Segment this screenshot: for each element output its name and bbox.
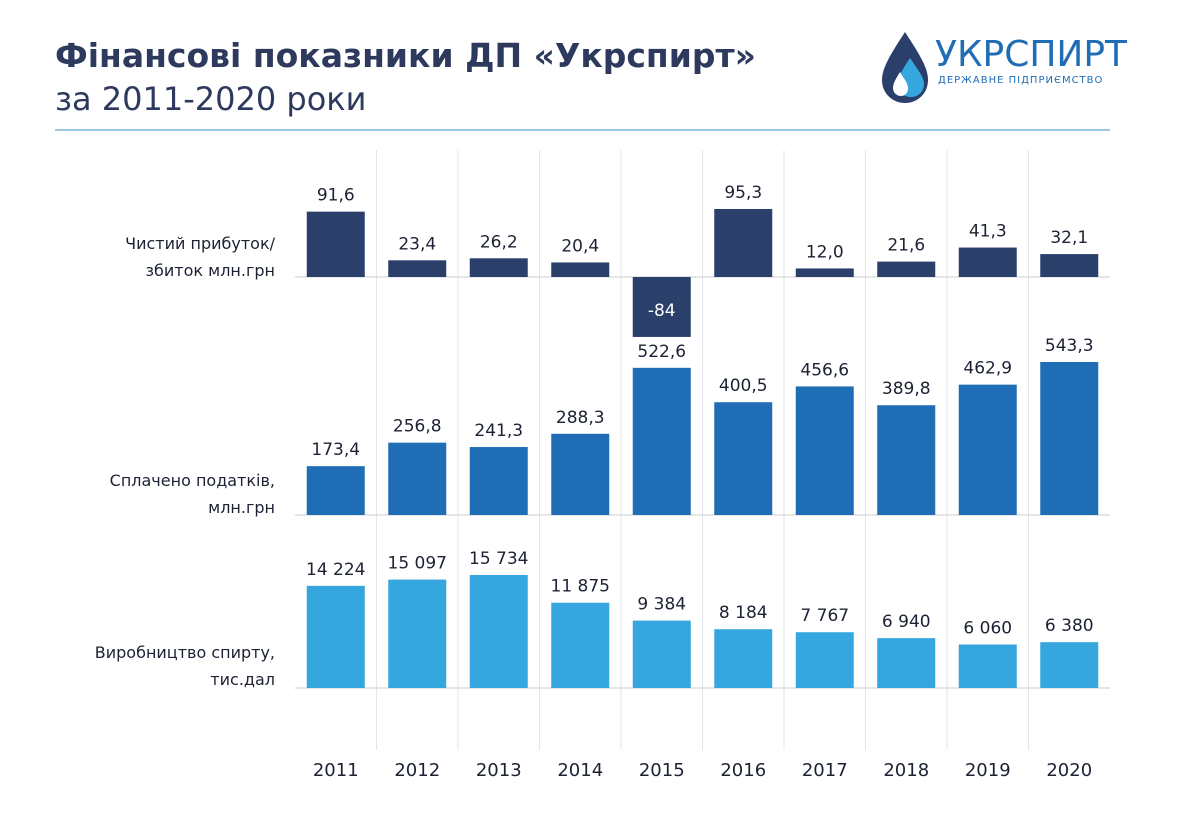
bar	[306, 585, 365, 688]
value-label: 241,3	[474, 421, 523, 441]
value-label: 8 184	[719, 603, 768, 623]
logo-tagline: ДЕРЖАВНЕ ПІДПРИЄМСТВО	[938, 75, 1103, 86]
row-label: Сплачено податків, млн.грн	[109, 471, 275, 517]
x-tick-label: 2012	[394, 760, 440, 781]
value-label: 23,4	[398, 234, 436, 254]
bar	[388, 442, 447, 515]
value-label: 20,4	[561, 236, 599, 256]
value-label: 400,5	[719, 376, 768, 396]
value-label: 26,2	[480, 232, 518, 252]
bar	[877, 638, 936, 688]
bar	[714, 402, 773, 515]
bar	[632, 277, 691, 337]
bar	[795, 386, 854, 515]
logo-icon	[882, 32, 928, 103]
bar	[1040, 254, 1099, 277]
bar	[469, 575, 528, 688]
bar	[388, 579, 447, 688]
bar	[551, 602, 610, 688]
value-label: 389,8	[882, 379, 931, 399]
value-label: 11 875	[551, 577, 610, 597]
value-label: 15 734	[469, 549, 528, 569]
bar	[632, 620, 691, 688]
x-tick-label: 2014	[557, 760, 603, 781]
value-label: 522,6	[637, 342, 686, 362]
value-label: 456,6	[800, 360, 849, 380]
bar	[551, 433, 610, 515]
bar	[877, 405, 936, 515]
x-tick-label: 2018	[883, 760, 929, 781]
value-label: 543,3	[1045, 336, 1094, 356]
value-label: 6 940	[882, 612, 931, 632]
value-label: 15 097	[388, 554, 447, 574]
bar	[958, 247, 1017, 277]
x-tick-label: 2020	[1046, 760, 1092, 781]
value-label: -84	[648, 301, 676, 321]
value-label: 7 767	[800, 606, 849, 626]
bar	[551, 262, 610, 277]
value-label: 173,4	[311, 440, 360, 460]
value-label: 14 224	[306, 560, 365, 580]
value-label: 95,3	[724, 183, 762, 203]
bar	[632, 367, 691, 515]
bar	[795, 268, 854, 277]
x-tick-label: 2011	[313, 760, 359, 781]
x-tick-label: 2017	[802, 760, 848, 781]
bar	[1040, 642, 1099, 688]
value-label: 21,6	[887, 236, 925, 256]
row-label: Виробництво спирту, тис.дал	[94, 643, 275, 689]
value-label: 41,3	[969, 222, 1007, 242]
value-label: 256,8	[393, 417, 442, 437]
bar	[1040, 362, 1099, 515]
bar	[306, 466, 365, 515]
value-label: 9 384	[637, 595, 686, 615]
value-label: 12,0	[806, 242, 844, 262]
x-tick-label: 2016	[720, 760, 766, 781]
bar	[306, 211, 365, 277]
bar	[714, 209, 773, 277]
x-tick-label: 2015	[639, 760, 685, 781]
value-label: 288,3	[556, 408, 605, 428]
bar	[469, 447, 528, 515]
value-label: 32,1	[1050, 228, 1088, 248]
chart-subtitle: за 2011-2020 роки	[55, 80, 367, 118]
value-label: 6 060	[963, 618, 1012, 638]
bar	[958, 384, 1017, 515]
row-label: Чистий прибуток/ збиток млн.грн	[125, 234, 275, 280]
x-tick-label: 2019	[965, 760, 1011, 781]
value-label: 91,6	[317, 186, 355, 206]
bar	[714, 629, 773, 688]
value-label: 462,9	[963, 359, 1012, 379]
bar	[877, 261, 936, 277]
bar	[958, 644, 1017, 688]
bar	[795, 632, 854, 688]
bar	[469, 258, 528, 277]
bar	[388, 260, 447, 277]
x-tick-label: 2013	[476, 760, 522, 781]
value-label: 6 380	[1045, 616, 1094, 636]
logo-name: УКРСПИРТ	[935, 34, 1128, 75]
chart-title: Фінансові показники ДП «Укрспирт»	[55, 36, 756, 75]
